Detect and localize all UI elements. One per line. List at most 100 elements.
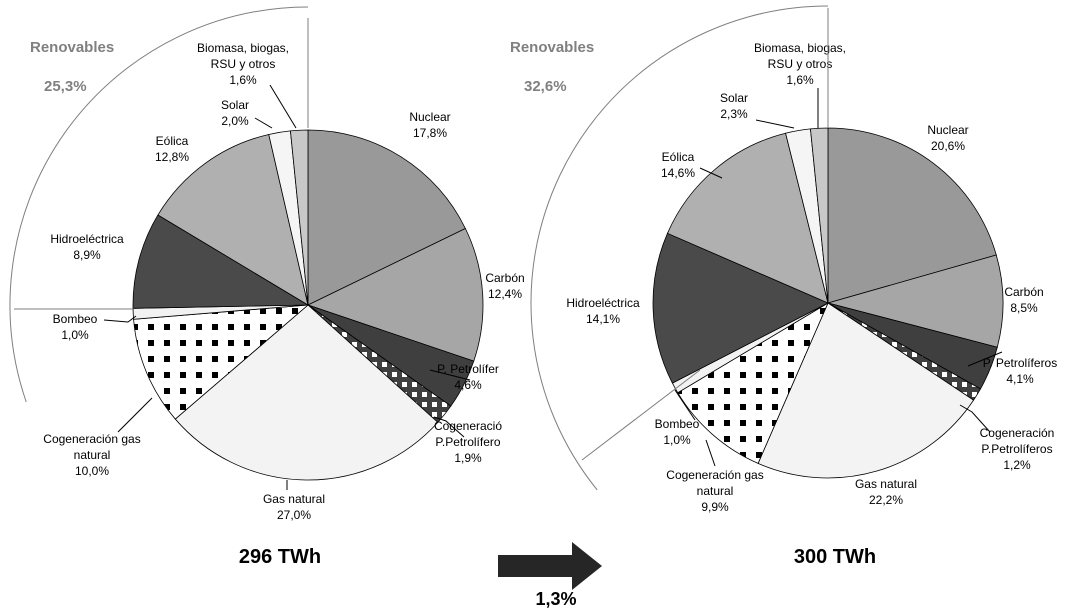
pie-1-label-line: 4,6% — [454, 378, 482, 392]
pie-2-label-line: 9,9% — [701, 500, 729, 514]
pie-1-label-biomasa-biogas-rsu-y-otros: Biomasa, biogas, RSU y otros 1,6% — [197, 41, 289, 87]
pie-2-label-line: 1,2% — [1003, 458, 1031, 472]
pie-2-label-line: Gas natural — [855, 477, 917, 491]
pie-2-label-line: 14,6% — [661, 166, 695, 180]
pie-1-renewables-title: Renovables — [30, 39, 114, 56]
pie-2-leader-lines — [674, 88, 1003, 467]
pie-2-leader-eolica — [699, 167, 723, 179]
growth-percentage: 1,3% — [535, 589, 576, 609]
pie-2-label-line: RSU y otros — [768, 57, 833, 71]
pie-1-label-line: Cogeneració — [434, 419, 502, 433]
pie-2-slice-labels: Nuclear 20,6% Carbón 8,5% P. Petrolíferos 4,1… — [566, 41, 1057, 514]
pie-2-label-carbon: Carbón 8,5% — [1004, 285, 1043, 315]
pie-2-label-line: 2,3% — [720, 107, 748, 121]
pie-2-renewables-arc — [530, 5, 829, 491]
pie-2-label-line: 4,1% — [1006, 372, 1034, 386]
pie-1-label-line: Solar — [221, 98, 249, 112]
pie-2-label-line: 14,1% — [586, 312, 620, 326]
pie-2-label-line: 22,2% — [869, 493, 903, 507]
pie-1-label-line: RSU y otros — [211, 57, 276, 71]
pie-2-label-line: Solar — [720, 91, 748, 105]
pie-1-slice-hidroelectrica — [132, 214, 310, 309]
pie-1-label-line: Biomasa, biogas, — [197, 41, 289, 55]
pie-1-slice-gas-natural — [174, 304, 439, 481]
pie-1-label-line: 1,9% — [454, 451, 482, 465]
pie-2-renewables-value: 32,6% — [524, 78, 567, 95]
pie-2-leader-cogeneracion-gas-natural — [705, 439, 716, 467]
pie-1-label-solar: Solar 2,0% — [221, 98, 249, 128]
pie-2-slice-cogeneracion-gas-natural — [677, 302, 829, 464]
pie-1-label-line: Nuclear — [409, 110, 450, 124]
pie-1-label-line: 12,8% — [155, 150, 189, 164]
pie-2-slice-gas-natural — [757, 302, 975, 479]
pie-2-leader-bombeo — [674, 389, 696, 421]
pie-1-leader-solar — [254, 117, 273, 129]
pie-2-label-bombeo: Bombeo 1,0% — [655, 417, 700, 447]
pie-2-label-line: Eólica — [662, 150, 695, 164]
pie-2-label-line: Hidroeléctrica — [566, 296, 640, 310]
pie-1-label-line: 1,0% — [61, 328, 89, 342]
pie-1-slice-nuclear — [307, 129, 466, 306]
pie-1-leader-lines — [103, 84, 471, 490]
pie-1-slice-labels: Nuclear 17,8% Carbón 12,4% P. Petrolífer 4,6%… — [43, 41, 524, 522]
pie-1-label-line: 12,4% — [488, 287, 522, 301]
pie-2-renewables-bracket — [530, 5, 829, 491]
pie-1-label-carbon: Carbón 12,4% — [485, 271, 524, 301]
pie-1-label-line: 17,8% — [413, 126, 447, 140]
pie-1-leader-p-petroliferos — [429, 369, 471, 381]
pie-1-slice-biomasa-biogas-rsu-y-otros — [289, 129, 309, 306]
pie-1-label-p-petroliferos: P. Petrolífer 4,6% — [437, 362, 499, 392]
pie-2-slice-carbon — [826, 254, 1004, 348]
pie-1-label-line: Cogeneración gas — [43, 432, 140, 446]
pie-2-renewables-bracket-line — [581, 369, 701, 461]
growth-indicator: 1,3% — [498, 542, 602, 609]
pie-2-slice-nuclear — [827, 127, 997, 304]
pie-2-slice-eolica — [666, 132, 829, 304]
pie-2-slices — [652, 127, 1004, 479]
pie-2-label-line: Biomasa, biogas, — [754, 41, 846, 55]
pie-2-label-cogeneracion-gas-natural: Cogeneración gas natural 9,9% — [666, 468, 763, 514]
pie-1-label-line: natural — [74, 448, 111, 462]
pie-1-label-line: Gas natural — [263, 492, 325, 506]
pie-1-label-line: P.Petrolífero — [435, 435, 500, 449]
pie-2-label-line: P.Petrolíferos — [981, 442, 1052, 456]
pie-chart-1: Nuclear 17,8% Carbón 12,4% P. Petrolífer 4,6%… — [9, 6, 525, 568]
pie-1-leader-cogeneracion-p-petroliferos — [433, 416, 465, 438]
pie-2-total: 300 TWh — [794, 546, 876, 568]
pie-chart-2: Nuclear 20,6% Carbón 8,5% P. Petrolíferos 4,1… — [510, 5, 1057, 568]
pie-2-leader-solar — [755, 119, 795, 129]
pie-1-label-line: 10,0% — [75, 464, 109, 478]
pie-1-slice-carbon — [306, 227, 484, 362]
pie-1-label-gas-natural: Gas natural 27,0% — [263, 492, 325, 522]
pie-2-label-biomasa-biogas-rsu-y-otros: Biomasa, biogas, RSU y otros 1,6% — [754, 41, 846, 87]
pie-2-label-line: 1,0% — [663, 433, 691, 447]
pie-1-slices — [132, 129, 484, 481]
pie-2-label-gas-natural: Gas natural 22,2% — [855, 477, 917, 507]
pie-2-slice-hidroelectrica — [652, 232, 829, 384]
pie-1-label-line: 8,9% — [73, 248, 101, 262]
pie-2-label-line: 8,5% — [1010, 301, 1038, 315]
pie-1-leader-biomasa-biogas-rsu-y-otros — [269, 84, 297, 129]
pie-1-leader-cogeneracion-gas-natural — [117, 397, 153, 433]
pie-2-leader-cogeneracion-p-petroliferos — [959, 404, 991, 433]
pie-2-label-p-petroliferos: P. Petrolíferos 4,1% — [983, 356, 1057, 386]
pie-1-label-line: Bombeo — [53, 312, 98, 326]
pie-2-label-line: P. Petrolíferos — [983, 356, 1057, 370]
pie-1-label-eolica: Eólica 12,8% — [155, 134, 189, 164]
right-arrow-icon — [498, 542, 602, 590]
pie-1-label-cogeneracion-gas-natural: Cogeneración gas natural 10,0% — [43, 432, 140, 478]
pie-2-label-hidroelectrica: Hidroeléctrica 14,1% — [566, 296, 640, 326]
pie-2-label-nuclear: Nuclear 20,6% — [927, 123, 968, 153]
pie-2-leader-p-petroliferos — [967, 351, 1003, 367]
pie-1-slice-cogeneracion-gas-natural — [133, 304, 310, 420]
pie-1-renewables-arc — [9, 6, 309, 403]
pie-1-leader-bombeo — [103, 315, 137, 323]
pie-1-label-line: Eólica — [156, 134, 189, 148]
pie-1-renewables-value: 25,3% — [44, 78, 87, 95]
pie-1-label-line: Hidroeléctrica — [50, 232, 124, 246]
pie-2-label-line: Nuclear — [927, 123, 968, 137]
pie-2-label-solar: Solar 2,3% — [720, 91, 748, 121]
pie-1-label-line: 27,0% — [277, 508, 311, 522]
pie-1-total: 296 TWh — [239, 546, 321, 568]
